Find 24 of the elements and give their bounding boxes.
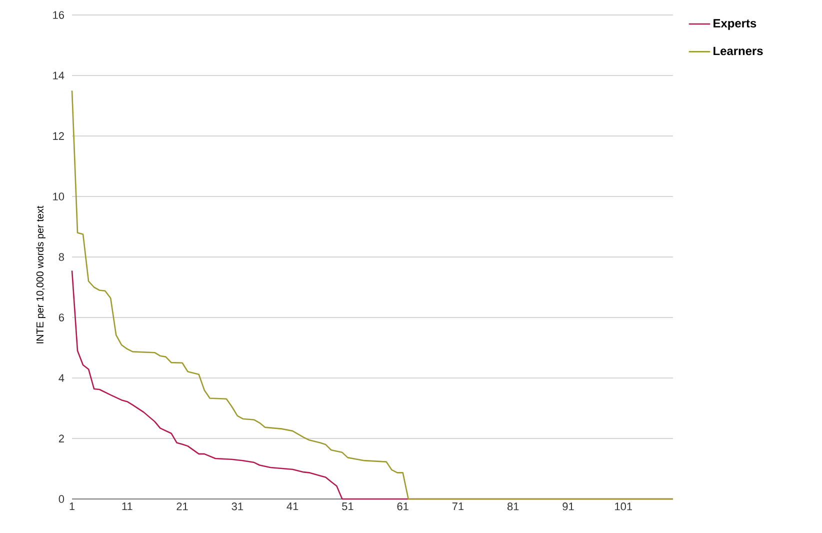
x-tick-label: 101 [615, 502, 632, 510]
x-tick-label: 81 [507, 502, 519, 510]
x-tick-label: 91 [562, 502, 574, 510]
y-tick-label: 8 [58, 253, 64, 261]
x-tick-label: 11 [122, 502, 132, 510]
y-tick-label: 2 [58, 434, 64, 442]
x-tick-label: 71 [452, 502, 464, 510]
x-tick-label: 51 [342, 502, 354, 510]
x-tick-label: 21 [176, 502, 188, 510]
y-tick-label: 4 [58, 374, 64, 382]
legend-label: Experts [714, 19, 756, 30]
y-tick-label: 0 [58, 495, 64, 503]
y-axis-title: INTE per 10,000 words per text [36, 206, 46, 344]
y-tick-label: 16 [53, 11, 64, 19]
x-tick-label: 31 [232, 502, 243, 510]
line-series [71, 90, 674, 500]
x-tick-label: 1 [70, 502, 75, 510]
x-tick-label: 41 [286, 502, 298, 510]
legend-label: Learners [714, 46, 763, 56]
y-tick-label: 12 [53, 132, 64, 140]
y-tick-label: 10 [53, 192, 64, 200]
x-tick-label: 61 [397, 502, 408, 510]
y-tick-label: 6 [58, 314, 64, 322]
y-tick-label: 14 [53, 72, 64, 80]
